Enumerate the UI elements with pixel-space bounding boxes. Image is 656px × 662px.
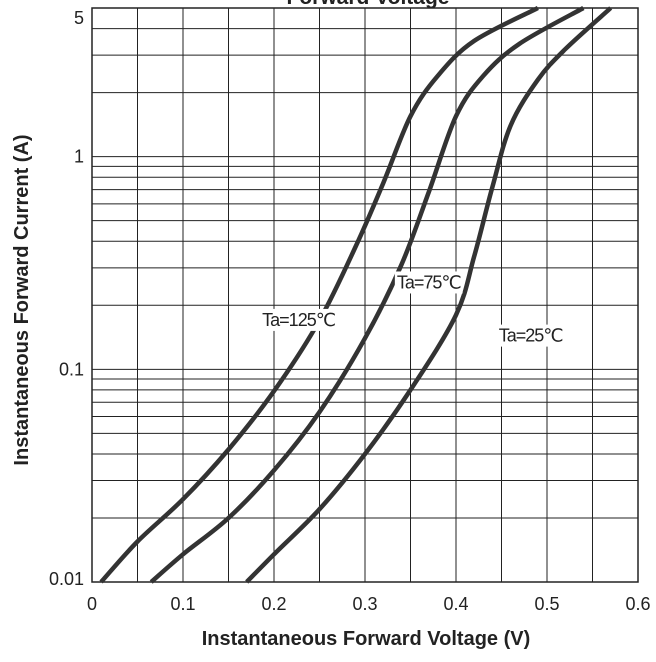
x-tick-label: 0.1 (170, 594, 195, 614)
series-line-1 (99, 6, 539, 584)
chart-title: Forward Voltage (287, 0, 450, 9)
series-line-2 (149, 6, 585, 584)
y-tick-label: 1 (74, 147, 84, 167)
series-label-background (496, 324, 565, 347)
y-tick-label: 5 (74, 8, 84, 28)
x-tick-label: 0.2 (261, 594, 286, 614)
x-tick-label: 0.4 (443, 594, 468, 614)
plot-border (91, 7, 639, 583)
series-label-background (394, 271, 463, 294)
y-tick-label: 0.1 (59, 359, 84, 379)
x-tick-label: 0 (87, 594, 97, 614)
plot-frame (91, 7, 639, 583)
x-axis-title: Instantaneous Forward Voltage (V) (202, 628, 531, 650)
y-axis-title: Instantaneous Forward Current (A) (11, 134, 33, 465)
grid-layer (92, 8, 638, 582)
tick-labels: 0 0.1 0.2 0.3 0.4 0.5 0.6 0.01 0.1 1 5 (49, 8, 651, 614)
x-tick-label: 0.6 (625, 594, 650, 614)
x-tick-label: 0.5 (534, 594, 559, 614)
y-tick-label: 0.01 (49, 569, 84, 589)
series-label: Ta=75℃ (397, 272, 461, 292)
series-label-background (260, 308, 337, 331)
x-tick-label: 0.3 (352, 594, 377, 614)
series-label: Ta=25℃ (499, 326, 563, 346)
series-line-3 (245, 6, 613, 584)
series-layer (99, 6, 613, 584)
series-label: Ta=125℃ (262, 310, 335, 330)
series-labels: Ta=125℃ Ta=75℃ Ta=25℃ (260, 271, 565, 347)
